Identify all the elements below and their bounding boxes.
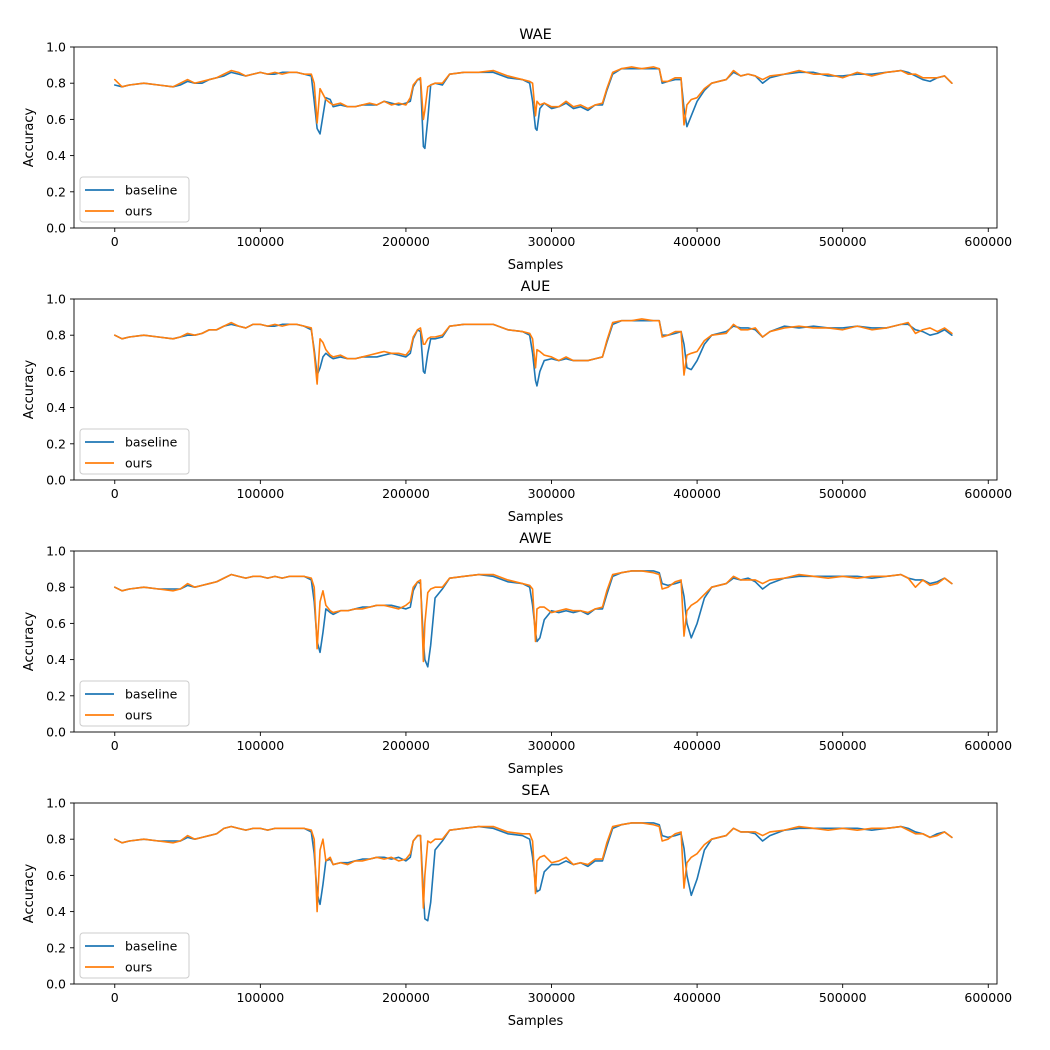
axes-frame: [73, 550, 998, 733]
x-tick-label: 0: [111, 990, 119, 1005]
y-tick-label: 0.6: [46, 364, 66, 379]
legend: baseline ours: [79, 932, 190, 979]
x-tick-label: 400000: [673, 990, 721, 1005]
x-tick-label: 100000: [236, 486, 284, 501]
x-tick-label: 600000: [964, 486, 1012, 501]
legend-label-baseline: baseline: [125, 687, 178, 702]
legend: baseline ours: [79, 176, 190, 223]
x-tick-label: 100000: [236, 738, 284, 753]
y-tick-label: 0.0: [46, 221, 66, 236]
x-tick-label: 300000: [528, 990, 576, 1005]
y-tick-label: 0.4: [46, 400, 66, 415]
axes-frame: [73, 46, 998, 229]
y-tick-label: 0.4: [46, 904, 66, 919]
y-axis-label: Accuracy: [22, 360, 37, 420]
y-tick-label: 1.0: [46, 544, 66, 559]
y-tick-label: 0.6: [46, 868, 66, 883]
chart-title: AWE: [519, 531, 552, 547]
legend-label-baseline: baseline: [125, 183, 178, 198]
y-tick-label: 0.0: [46, 473, 66, 488]
axes-frame: [73, 802, 998, 985]
y-axis-label: Accuracy: [22, 612, 37, 672]
chart-title: AUE: [521, 279, 551, 295]
y-tick-label: 0.8: [46, 580, 66, 595]
y-tick-label: 0.4: [46, 652, 66, 667]
legend-label-baseline: baseline: [125, 939, 178, 954]
y-tick-label: 1.0: [46, 40, 66, 55]
y-tick-label: 1.0: [46, 292, 66, 307]
chart-panel-sea: SEA 0 100000 200000 300000 400000 500000 600000…: [22, 783, 1012, 1029]
x-tick-label: 600000: [964, 738, 1012, 753]
x-tick-label: 0: [111, 486, 119, 501]
x-tick-label: 500000: [819, 990, 867, 1005]
x-tick-label: 600000: [964, 234, 1012, 249]
x-tick-label: 500000: [819, 234, 867, 249]
x-tick-label: 100000: [236, 234, 284, 249]
y-tick-label: 0.2: [46, 940, 66, 955]
series-line-ours: [113, 66, 953, 126]
y-tick-label: 0.8: [46, 328, 66, 343]
y-axis-label: Accuracy: [22, 864, 37, 924]
y-tick-label: 0.4: [46, 148, 66, 163]
y-tick-label: 0.8: [46, 832, 66, 847]
y-tick-label: 0.0: [46, 725, 66, 740]
y-tick-label: 0.6: [46, 112, 66, 127]
x-tick-label: 300000: [528, 234, 576, 249]
series-line-ours: [113, 570, 953, 663]
x-tick-label: 200000: [382, 990, 430, 1005]
chart-panel-aue: AUE 0 100000 200000 300000 400000 500000 600000…: [22, 279, 1012, 525]
x-tick-label: 200000: [382, 738, 430, 753]
x-tick-label: 100000: [236, 990, 284, 1005]
x-tick-label: 300000: [528, 486, 576, 501]
x-tick-label: 0: [111, 234, 119, 249]
chart-panel-awe: AWE 0 100000 200000 300000 400000 500000 600000…: [22, 531, 1012, 777]
legend-label-ours: ours: [125, 204, 152, 219]
y-tick-label: 1.0: [46, 796, 66, 811]
x-tick-label: 600000: [964, 990, 1012, 1005]
y-tick-label: 0.0: [46, 977, 66, 992]
legend-label-ours: ours: [125, 456, 152, 471]
series-line-ours: [113, 318, 953, 385]
chart-title: WAE: [519, 27, 552, 43]
legend: baseline ours: [79, 680, 190, 727]
x-tick-label: 0: [111, 738, 119, 753]
x-axis-label: Samples: [508, 510, 564, 525]
chart-title: SEA: [521, 783, 549, 799]
y-tick-label: 0.8: [46, 76, 66, 91]
legend: baseline ours: [79, 428, 190, 475]
axes-frame: [73, 298, 998, 481]
legend-label-ours: ours: [125, 708, 152, 723]
x-tick-label: 400000: [673, 486, 721, 501]
x-tick-label: 500000: [819, 486, 867, 501]
x-tick-label: 200000: [382, 234, 430, 249]
x-axis-label: Samples: [508, 258, 564, 273]
y-tick-label: 0.2: [46, 688, 66, 703]
x-tick-label: 300000: [528, 738, 576, 753]
x-tick-label: 200000: [382, 486, 430, 501]
x-tick-label: 500000: [819, 738, 867, 753]
y-axis-label: Accuracy: [22, 108, 37, 168]
x-tick-label: 400000: [673, 738, 721, 753]
y-tick-label: 0.2: [46, 436, 66, 451]
x-tick-label: 400000: [673, 234, 721, 249]
legend-label-ours: ours: [125, 960, 152, 975]
legend-label-baseline: baseline: [125, 435, 178, 450]
chart-panel-wae: WAE 0 100000 200000 300000 400000 500000 600000…: [22, 27, 1012, 273]
x-axis-label: Samples: [508, 1014, 564, 1029]
y-tick-label: 0.6: [46, 616, 66, 631]
x-axis-label: Samples: [508, 762, 564, 777]
y-tick-label: 0.2: [46, 184, 66, 199]
series-line-ours: [113, 822, 953, 913]
